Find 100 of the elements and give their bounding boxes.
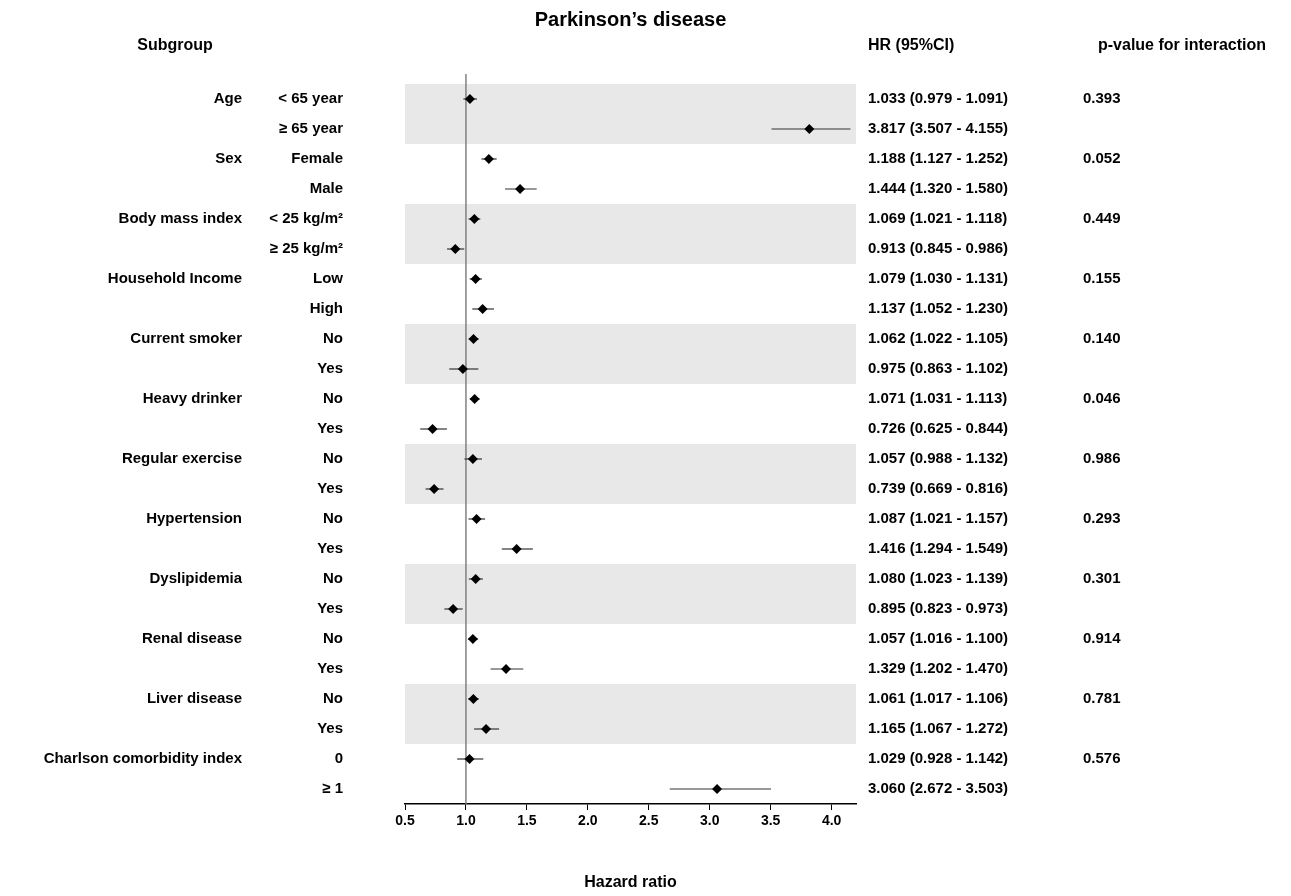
y-tick-label: No [323,329,343,347]
point [429,484,440,494]
point [464,94,475,104]
y-tick-label: Female [291,149,343,167]
data-label: 1.029 (0.928 - 1.142) [868,749,1009,767]
y2-tick-label: Hypertension [146,509,242,527]
y-tick-label: Male [309,179,343,197]
point [469,394,480,404]
point [483,154,494,164]
point [467,634,478,644]
point [467,454,478,464]
text: 0.301 [1083,569,1121,587]
text: HR (95%CI) [868,36,955,54]
y-tick-label: No [323,509,343,527]
y-tick-label: ≥ 25 kg/m² [269,239,343,257]
x-tick-label: 4.0 [821,812,842,829]
data-label: 1.071 (1.031 - 1.113) [868,389,1008,407]
x-axis-title: Hazard ratio [584,872,677,890]
text: 0.052 [1083,149,1121,167]
data-label: 1.087 (1.021 - 1.157) [868,509,1009,527]
y-tick-label: Yes [317,719,343,737]
y2-tick-label: Liver disease [146,689,242,707]
x-tick-label: 3.0 [700,812,720,829]
y-tick-label: ≥ 65 year [278,119,344,137]
y-tick-label: High [309,299,343,317]
text: 0.449 [1083,209,1121,227]
data-label: 0.895 (0.823 - 0.973) [868,599,1009,617]
text: 0.914 [1083,629,1122,647]
y2-tick-label: Dyslipidemia [149,569,243,587]
y-tick-label: < 25 kg/m² [269,209,343,227]
data-label: 1.062 (1.022 - 1.105) [868,329,1009,347]
y-tick-label: ≥ 1 [322,779,343,797]
y-tick-label: No [323,569,343,587]
x-tick-label: 1.0 [456,812,476,829]
data-label: 1.444 (1.320 - 1.580) [868,179,1009,197]
point [464,754,475,764]
data-label: 0.913 (0.845 - 0.986) [868,239,1009,257]
point [448,604,459,614]
y2-tick-label: Current smoker [130,329,243,347]
text: 0.046 [1083,389,1121,407]
data-label: 0.726 (0.625 - 0.844) [868,419,1009,437]
point [427,424,438,434]
point [501,664,512,674]
y2-tick-label: Household Income [107,269,242,287]
data-label: 1.080 (1.023 - 1.139) [868,569,1009,587]
data-label: 0.739 (0.669 - 0.816) [868,479,1009,497]
chart-title: Parkinson’s disease [534,7,727,30]
point [515,184,526,194]
point [469,214,480,224]
text: p-value for interaction [1098,36,1267,54]
point [481,724,492,734]
text: 0.576 [1083,749,1121,767]
point [468,334,479,344]
point [450,244,461,254]
y-tick-label: 0 [334,749,343,767]
data-label: 1.057 (0.988 - 1.132) [868,449,1009,467]
point [804,124,815,134]
x-tick-label: 3.5 [760,812,781,829]
y-tick-label: Yes [317,479,343,497]
point [470,574,481,584]
y-tick-label: No [323,389,343,407]
data-label: 1.416 (1.294 - 1.549) [868,539,1009,557]
point [712,784,723,794]
text: 0.986 [1083,449,1121,467]
y2-tick-label: Heavy drinker [142,389,243,407]
y-tick-label: < 65 year [278,89,344,107]
point [457,364,468,374]
y-tick-label: Yes [317,419,343,437]
y-tick-label: Yes [317,659,343,677]
x-tick-label: 2.0 [578,812,598,829]
y2-tick-label: Age [213,89,242,107]
data-label: 1.069 (1.021 - 1.118) [868,209,1008,227]
data-label: 1.165 (1.067 - 1.272) [868,719,1009,737]
data-label: 1.188 (1.127 - 1.252) [868,149,1009,167]
data-label: 1.079 (1.030 - 1.131) [868,269,1009,287]
data-label: 3.817 (3.507 - 4.155) [868,119,1009,137]
y2-tick-label: Charlson comorbidity index [43,749,243,767]
x-tick-label: 2.5 [639,812,659,829]
y-axis-title: Subgroup [137,36,213,54]
y-tick-label: Yes [317,359,343,377]
data-label: 1.137 (1.052 - 1.230) [868,299,1009,317]
x-tick-label: 0.5 [395,812,415,829]
y-tick-label: No [323,629,343,647]
text: 0.293 [1083,509,1121,527]
point [471,514,482,524]
data-label: 0.975 (0.863 - 1.102) [868,359,1009,377]
point [511,544,522,554]
data-label: 1.057 (1.016 - 1.100) [868,629,1009,647]
y-tick-label: No [323,449,343,467]
y2-tick-label: Sex [215,149,243,167]
y-tick-label: Low [313,269,344,287]
data-label: 1.329 (1.202 - 1.470) [868,659,1009,677]
x-tick-label: 1.5 [517,812,537,829]
y2-tick-label: Body mass index [118,209,243,227]
y-tick-label: Yes [317,599,343,617]
text: 0.781 [1083,689,1121,707]
text: 0.155 [1083,269,1121,287]
data-label: 1.061 (1.017 - 1.106) [868,689,1009,707]
data-label: 1.033 (0.979 - 1.091) [868,89,1009,107]
y-tick-label: Yes [317,539,343,557]
